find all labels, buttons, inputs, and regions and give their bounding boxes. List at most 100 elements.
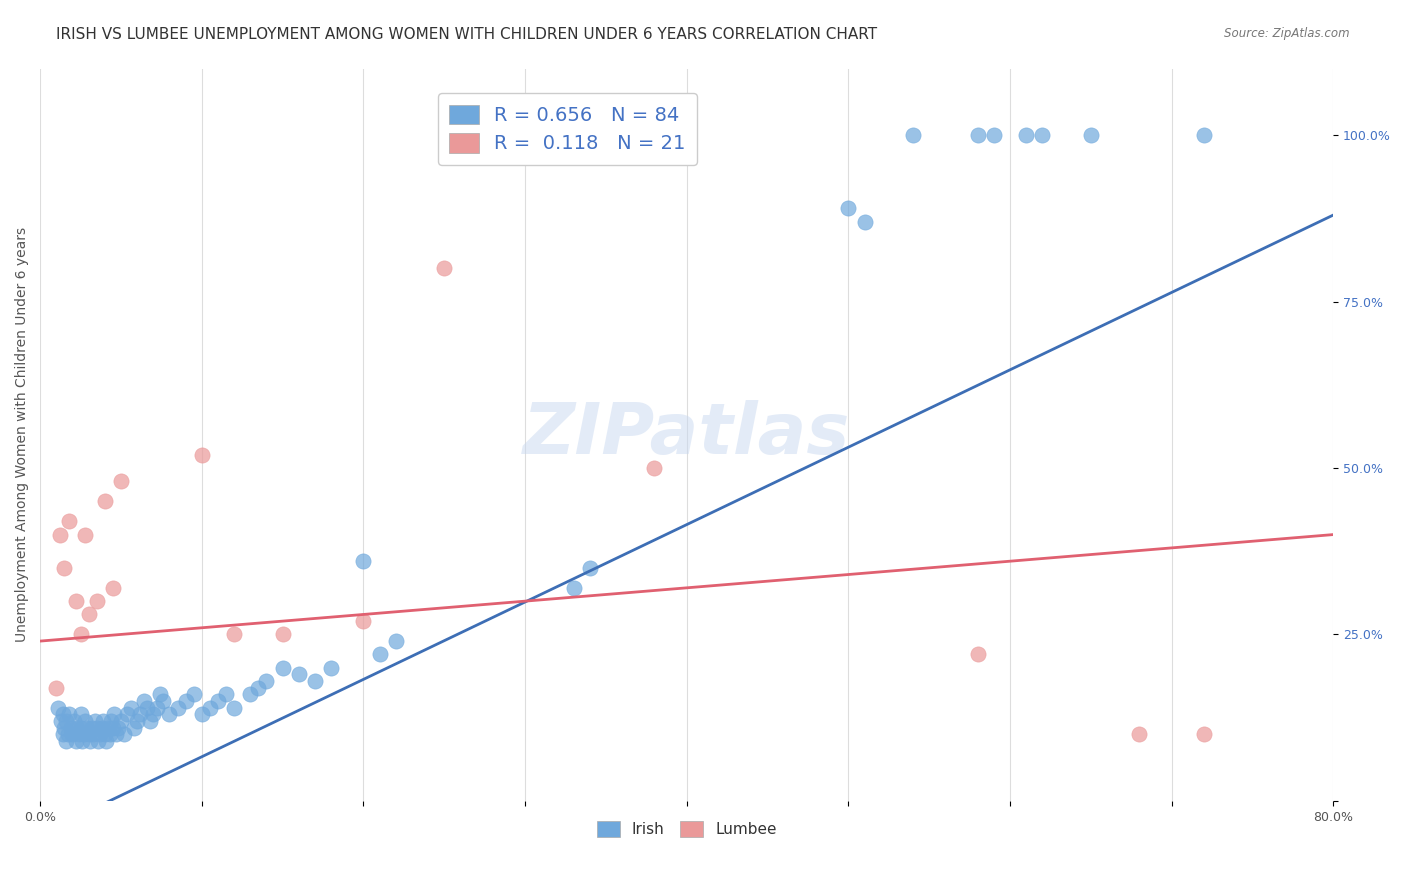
Point <box>53 721 76 735</box>
Text: Source: ZipAtlas.com: Source: ZipAtlas.com <box>1225 27 1350 40</box>
Point <box>319 661 342 675</box>
Point <box>101 721 124 735</box>
Point <box>77 607 100 622</box>
Point <box>110 714 132 728</box>
Point <box>135 700 157 714</box>
Point <box>86 594 108 608</box>
Point <box>82 727 104 741</box>
Point <box>105 727 128 741</box>
Point <box>117 707 139 722</box>
Point <box>55 734 77 748</box>
Point <box>53 561 76 575</box>
Point <box>45 681 67 695</box>
Point <box>94 494 117 508</box>
Point <box>166 700 188 714</box>
Point <box>224 700 246 714</box>
Point <box>77 727 100 741</box>
Point <box>247 681 270 695</box>
Point <box>112 727 135 741</box>
Point <box>76 721 98 735</box>
Point <box>352 614 374 628</box>
Point <box>87 734 110 748</box>
Point <box>368 648 391 662</box>
Point <box>98 727 121 741</box>
Point <box>107 721 129 735</box>
Point <box>56 727 79 741</box>
Point <box>1031 128 1053 142</box>
Point <box>966 128 988 142</box>
Point <box>79 734 101 748</box>
Point <box>215 687 238 701</box>
Point <box>1128 727 1150 741</box>
Point <box>1192 128 1215 142</box>
Point <box>91 714 114 728</box>
Point <box>142 707 165 722</box>
Point <box>96 734 118 748</box>
Point <box>90 721 112 735</box>
Point <box>65 594 87 608</box>
Point <box>384 634 406 648</box>
Point <box>69 721 91 735</box>
Point <box>58 514 80 528</box>
Point <box>129 707 152 722</box>
Point <box>139 714 162 728</box>
Point <box>86 721 108 735</box>
Point <box>127 714 149 728</box>
Point <box>46 700 69 714</box>
Point <box>239 687 262 701</box>
Point <box>122 721 145 735</box>
Point <box>983 128 1005 142</box>
Point <box>70 734 93 748</box>
Point <box>59 721 82 735</box>
Point <box>191 448 214 462</box>
Point <box>352 554 374 568</box>
Point <box>901 128 924 142</box>
Point <box>52 707 75 722</box>
Point <box>52 727 75 741</box>
Point <box>120 700 142 714</box>
Point <box>149 687 172 701</box>
Point <box>183 687 205 701</box>
Point <box>75 527 97 541</box>
Text: IRISH VS LUMBEE UNEMPLOYMENT AMONG WOMEN WITH CHILDREN UNDER 6 YEARS CORRELATION: IRISH VS LUMBEE UNEMPLOYMENT AMONG WOMEN… <box>56 27 877 42</box>
Point <box>837 202 859 216</box>
Point <box>853 214 876 228</box>
Point <box>62 727 84 741</box>
Text: ZIPatlas: ZIPatlas <box>523 401 851 469</box>
Point <box>101 581 124 595</box>
Point <box>89 727 111 741</box>
Point <box>1080 128 1102 142</box>
Point <box>271 627 294 641</box>
Point <box>75 714 97 728</box>
Point <box>191 707 214 722</box>
Point <box>110 475 132 489</box>
Legend: Irish, Lumbee: Irish, Lumbee <box>589 814 785 845</box>
Point <box>159 707 181 722</box>
Point <box>97 721 120 735</box>
Point <box>1015 128 1038 142</box>
Point <box>1192 727 1215 741</box>
Point <box>73 727 96 741</box>
Point <box>49 714 72 728</box>
Point <box>103 707 125 722</box>
Point <box>63 714 86 728</box>
Point <box>69 627 91 641</box>
Point <box>100 714 122 728</box>
Point <box>65 734 87 748</box>
Point <box>145 700 167 714</box>
Point <box>287 667 309 681</box>
Point <box>132 694 155 708</box>
Point <box>58 707 80 722</box>
Point <box>198 700 221 714</box>
Point <box>80 721 103 735</box>
Point <box>578 561 600 575</box>
Point <box>55 714 77 728</box>
Point <box>174 694 197 708</box>
Point <box>271 661 294 675</box>
Point <box>224 627 246 641</box>
Point <box>256 673 278 688</box>
Point <box>433 261 456 276</box>
Point <box>643 461 665 475</box>
Point <box>66 721 89 735</box>
Point <box>152 694 174 708</box>
